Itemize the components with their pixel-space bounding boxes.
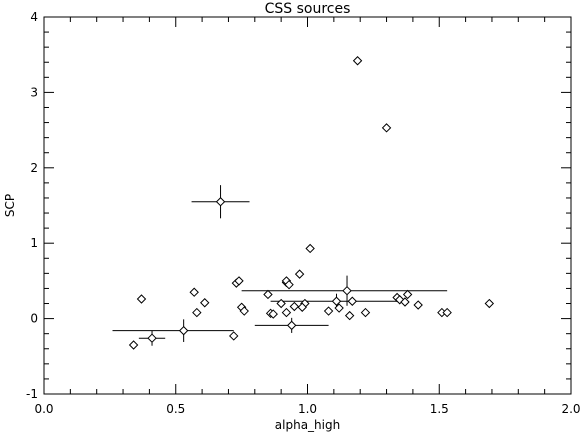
data-point-diamond	[331, 296, 342, 306]
data-point-diamond	[289, 301, 300, 312]
data-point-diamond	[305, 243, 315, 254]
x-axis: 0.0 0.5 1.0 1.5 2.0	[34, 17, 581, 416]
data-point-diamond	[229, 331, 239, 341]
x-tick-label: 2.0	[561, 402, 580, 416]
data-point-diamond	[286, 320, 297, 331]
data-point-diamond	[200, 298, 210, 308]
y-tick-label: 4	[30, 10, 38, 24]
y-tick-label: -1	[26, 387, 38, 401]
plot-frame	[43, 16, 572, 395]
x-tick-label: 0.0	[34, 402, 53, 416]
x-tick-label: 1.0	[298, 402, 317, 416]
data-point-diamond	[276, 298, 286, 309]
data-point-diamond	[136, 294, 147, 304]
data-point-diamond	[381, 123, 392, 133]
data-point-diamond	[347, 296, 358, 306]
data-point-diamond	[334, 303, 344, 313]
data-point-diamond	[147, 333, 157, 343]
data-point-diamond	[178, 325, 189, 336]
y-tick-label: 2	[30, 161, 38, 175]
y-tick-label: 3	[30, 85, 38, 99]
data-point-diamond	[442, 307, 452, 318]
y-axis-title: SCP	[3, 194, 17, 217]
data-point-diamond	[297, 302, 307, 312]
data-point-diamond	[402, 289, 413, 300]
data-point-diamond	[281, 307, 292, 318]
chart-title: CSS sources	[265, 1, 351, 17]
data-point-diamond	[284, 279, 294, 290]
data-point-diamond	[323, 306, 334, 316]
data-point-diamond	[484, 298, 495, 309]
data-point-diamond	[413, 300, 423, 310]
data-point-diamond	[268, 309, 278, 319]
y-tick-label: 1	[30, 236, 38, 250]
x-tick-label: 0.5	[166, 402, 185, 416]
data-point-diamond	[234, 276, 244, 286]
data-points	[128, 56, 495, 350]
y-axis: -1 0 1 2 3 4	[26, 10, 571, 401]
data-point-diamond	[192, 307, 202, 318]
data-point-diamond	[360, 307, 371, 318]
data-point-diamond	[215, 197, 226, 207]
data-point-diamond	[400, 297, 410, 307]
x-axis-title: alpha_high	[275, 418, 340, 432]
data-point-diamond	[352, 56, 363, 66]
y-tick-label: 0	[30, 312, 38, 326]
data-point-diamond	[128, 340, 139, 350]
data-point-diamond	[342, 285, 352, 296]
data-point-diamond	[294, 269, 305, 279]
error-bars	[112, 185, 448, 346]
x-tick-label: 1.5	[430, 402, 449, 416]
data-point-diamond	[239, 306, 249, 316]
data-point-diamond	[344, 310, 355, 321]
data-point-diamond	[263, 289, 273, 300]
data-point-diamond	[189, 287, 199, 297]
